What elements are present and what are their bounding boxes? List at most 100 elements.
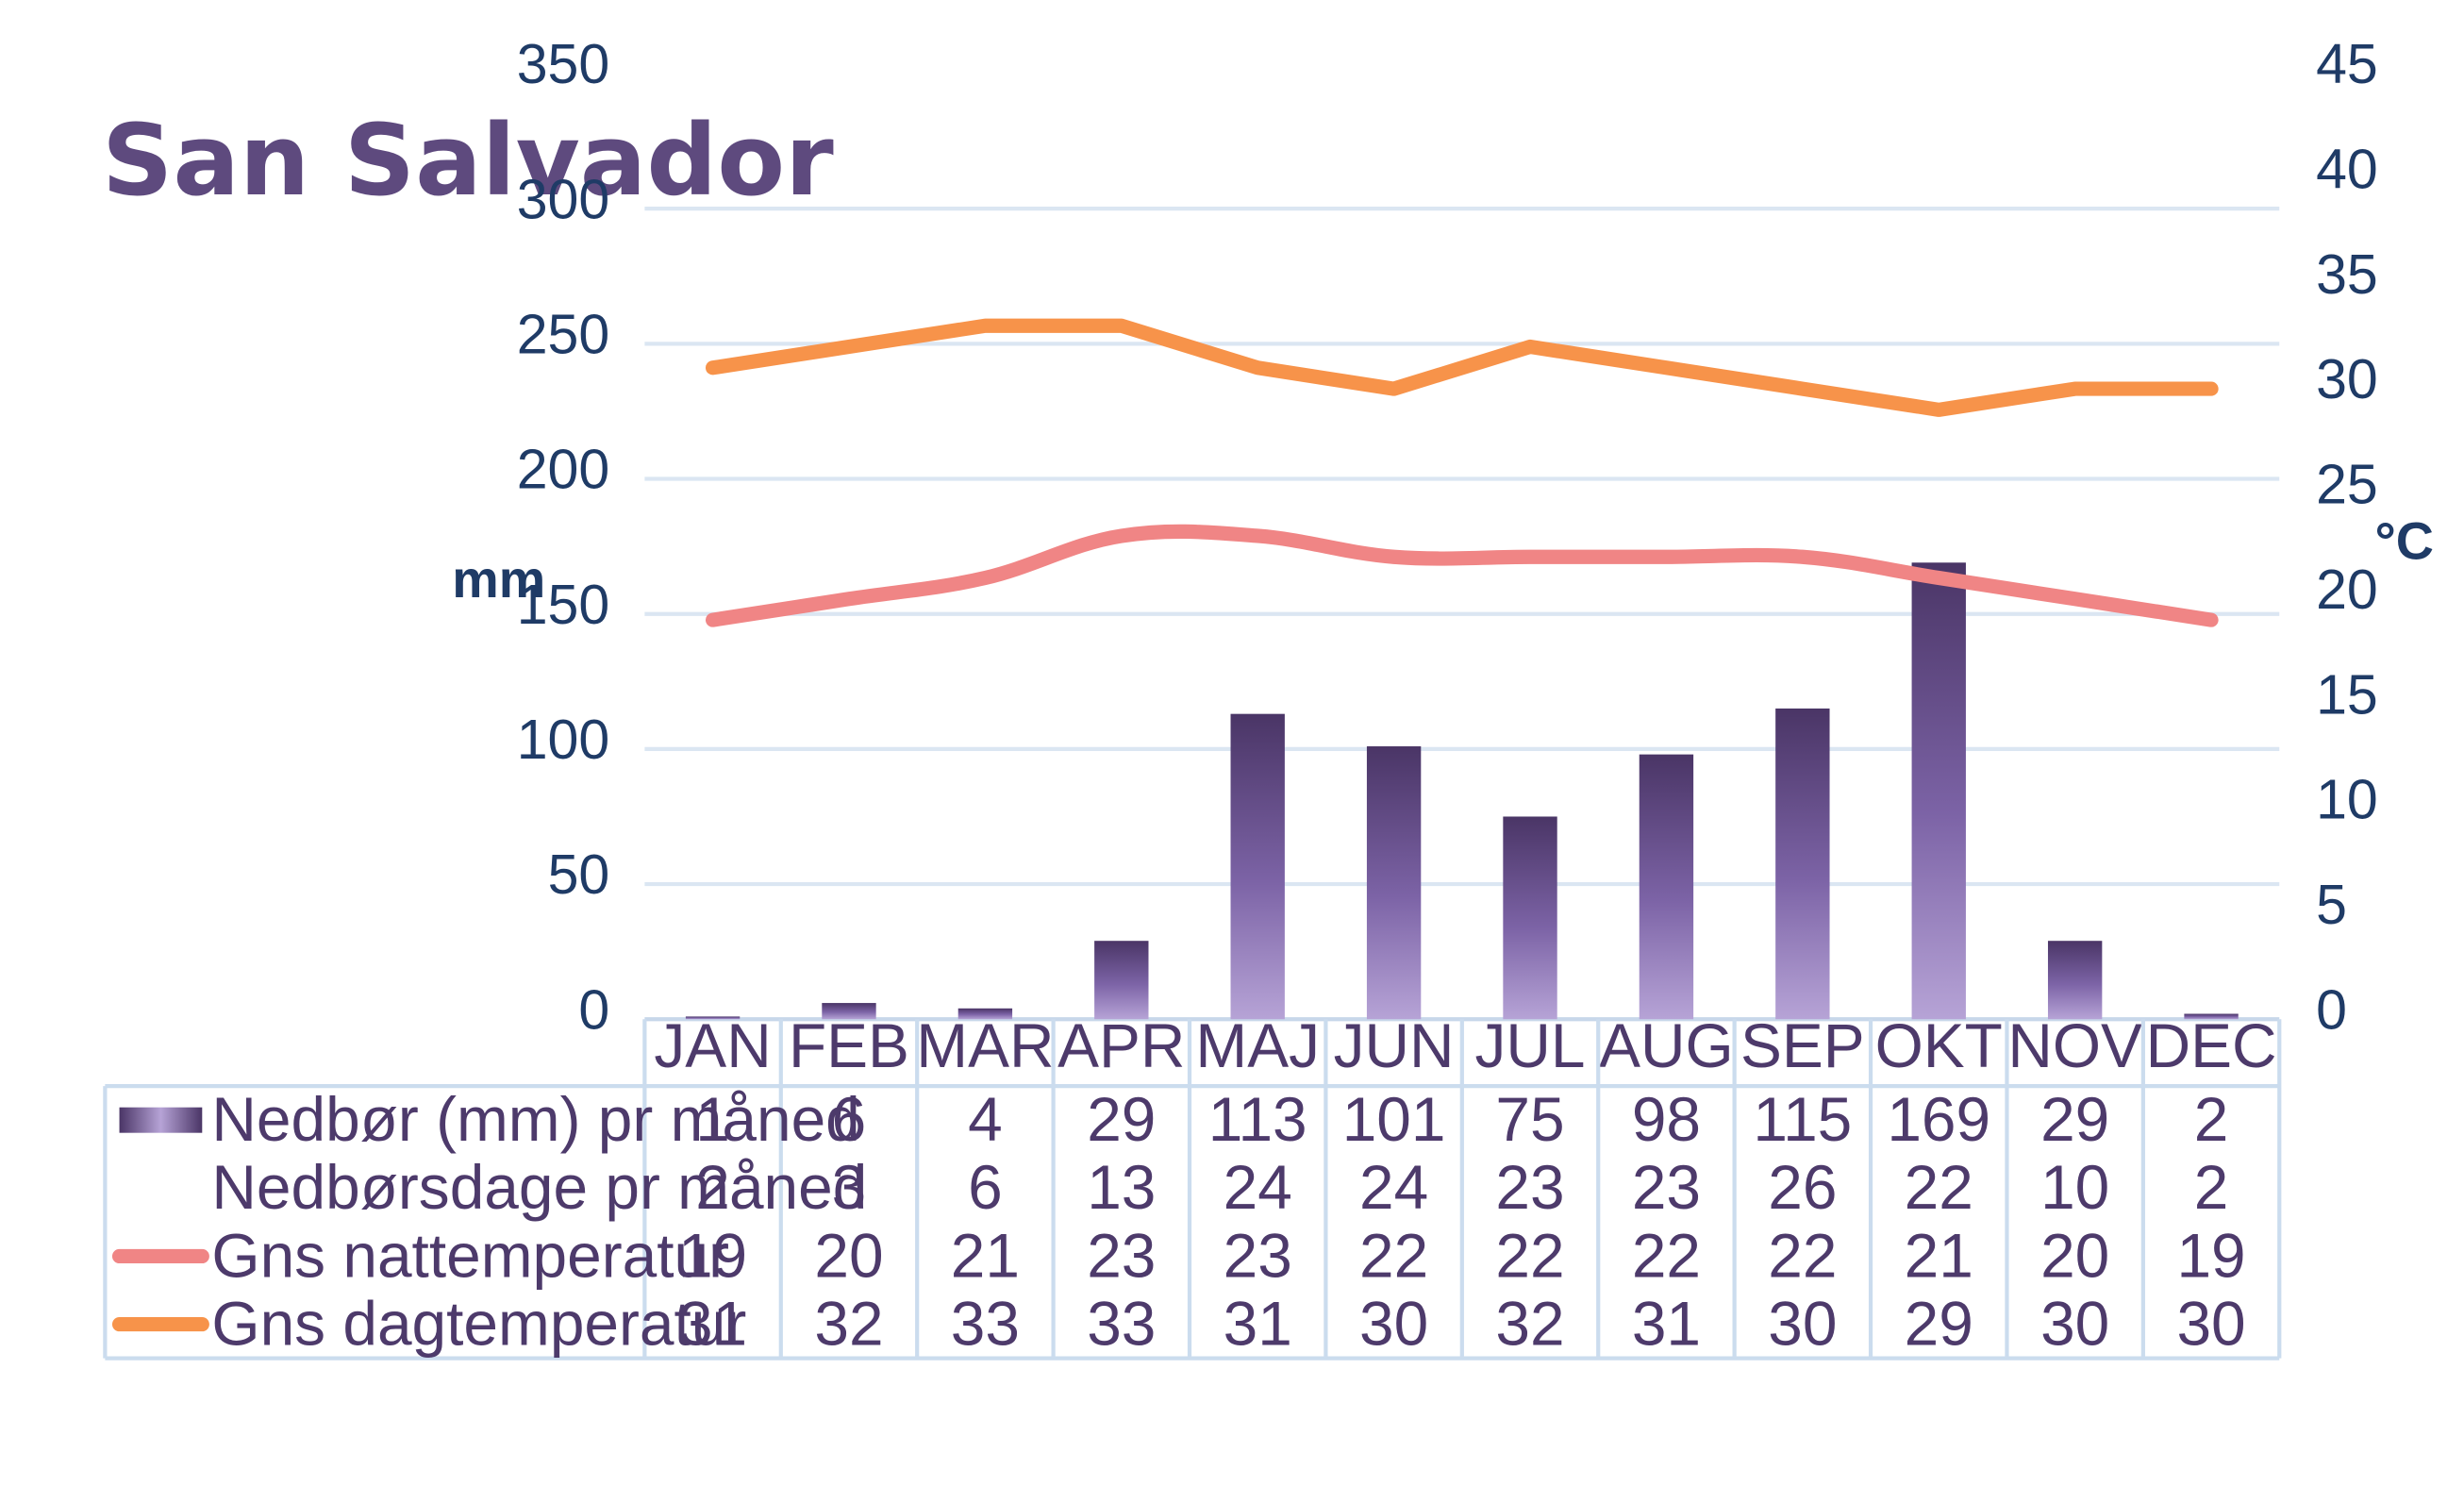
right-axis-ticks: 0 5 10 15 20 25 30 35 40 45 — [2316, 33, 2378, 1041]
table-row-label: Gns nattemperatur — [211, 1220, 729, 1290]
month-label: MAR — [916, 1010, 1054, 1080]
left-axis-label: mm — [452, 550, 545, 609]
table-cell: 10 — [2040, 1152, 2109, 1222]
month-label: FEB — [789, 1010, 909, 1080]
table-cell: 169 — [1887, 1084, 1990, 1154]
left-axis-ticks: 0 50 100 150 200 250 300 350 — [517, 33, 610, 1041]
table-cell: 13 — [1087, 1152, 1156, 1222]
right-tick-label: 10 — [2316, 769, 2378, 831]
month-label: JUN — [1334, 1010, 1455, 1080]
left-tick-label: 0 — [578, 978, 609, 1041]
right-tick-label: 30 — [2316, 348, 2378, 410]
table-cell: 21 — [1905, 1220, 1973, 1290]
gridlines — [644, 207, 2280, 1022]
table-cell: 1 — [695, 1084, 730, 1154]
table-cell: 30 — [2176, 1289, 2245, 1359]
table-cell: 22 — [1495, 1220, 1564, 1290]
table-cell: 23 — [1495, 1152, 1564, 1222]
legend-key-bar — [119, 1107, 203, 1133]
month-label: AUG — [1599, 1010, 1734, 1080]
table-cell: 30 — [2040, 1289, 2109, 1359]
month-label: DEC — [2146, 1010, 2277, 1080]
right-tick-label: 20 — [2316, 559, 2378, 621]
left-tick-label: 200 — [517, 439, 610, 501]
table-cell: 6 — [832, 1084, 867, 1154]
table-cell: 3 — [832, 1152, 867, 1222]
right-axis-label: °C — [2375, 512, 2434, 571]
precipitation-bar — [822, 1003, 876, 1020]
table-cell: 33 — [951, 1289, 1020, 1359]
left-tick-label: 50 — [548, 843, 610, 906]
table-cell: 113 — [1208, 1084, 1307, 1154]
table-cell: 2 — [695, 1152, 730, 1222]
left-tick-label: 100 — [517, 709, 610, 771]
left-tick-label: 350 — [517, 33, 610, 95]
table-cell: 30 — [1768, 1289, 1837, 1359]
table-cell: 20 — [814, 1220, 883, 1290]
table-cell: 31 — [678, 1289, 747, 1359]
table-cell: 4 — [968, 1084, 1003, 1154]
table-cell: 101 — [1342, 1084, 1446, 1154]
right-tick-label: 35 — [2316, 243, 2378, 306]
right-tick-label: 45 — [2316, 33, 2378, 95]
table-cell: 22 — [1359, 1220, 1428, 1290]
table-cell: 22 — [1905, 1152, 1973, 1222]
month-label: JUL — [1475, 1010, 1586, 1080]
table-cell: 29 — [1905, 1289, 1973, 1359]
precipitation-bar — [1503, 816, 1557, 1020]
table-cell: 22 — [1768, 1220, 1837, 1290]
table-cell: 22 — [1632, 1220, 1701, 1290]
precipitation-bars — [685, 562, 2239, 1020]
table-cell: 32 — [1495, 1289, 1564, 1359]
month-label: JAN — [654, 1010, 771, 1080]
table-row-label: Nedbør (mm) pr måned — [211, 1084, 859, 1154]
table-cell: 2 — [2194, 1084, 2229, 1154]
precipitation-bar — [1094, 941, 1149, 1020]
precipitation-bar — [2047, 941, 2103, 1020]
precipitation-bar — [2184, 1013, 2239, 1020]
table-cell: 2 — [2194, 1152, 2229, 1222]
month-label: APR — [1057, 1010, 1185, 1080]
left-tick-label: 300 — [517, 168, 610, 230]
right-tick-label: 40 — [2316, 138, 2378, 200]
right-tick-label: 5 — [2316, 874, 2347, 936]
month-label: NOV — [2007, 1010, 2142, 1080]
night-temperature-line — [705, 524, 2219, 627]
precipitation-bar — [1230, 713, 1285, 1020]
table-cell: 24 — [1359, 1152, 1428, 1222]
table-cell: 29 — [1087, 1084, 1156, 1154]
right-tick-label: 15 — [2316, 663, 2378, 726]
precipitation-bar — [1639, 754, 1694, 1020]
table-cell: 31 — [1224, 1289, 1292, 1359]
table-cell: 26 — [1768, 1152, 1837, 1222]
table-cell: 33 — [1087, 1289, 1156, 1359]
table-cell: 115 — [1753, 1084, 1852, 1154]
table-cell: 23 — [1087, 1220, 1156, 1290]
left-tick-label: 250 — [517, 303, 610, 365]
table-cell: 29 — [2040, 1084, 2109, 1154]
table-cell: 98 — [1632, 1084, 1701, 1154]
table-row-label: Gns dagtemperatur — [211, 1289, 746, 1359]
right-tick-label: 0 — [2316, 978, 2347, 1041]
month-label: SEP — [1740, 1010, 1865, 1080]
table-cell: 19 — [2176, 1220, 2245, 1290]
table-cell: 23 — [1224, 1220, 1292, 1290]
table-cell: 20 — [2040, 1220, 2109, 1290]
precipitation-bar — [685, 1016, 741, 1020]
left-tick-label: 150 — [517, 574, 610, 636]
temperature-lines — [705, 318, 2219, 627]
table-cell: 19 — [678, 1220, 747, 1290]
table-cell: 21 — [951, 1220, 1020, 1290]
table-cell: 32 — [814, 1289, 883, 1359]
month-label: MAJ — [1195, 1010, 1320, 1080]
data-table: JAN FEB MAR APR MAJ JUN JUL AUG SEP OKT NOV DEC Nedb… — [103, 1010, 2282, 1361]
precipitation-bar — [1366, 746, 1422, 1020]
table-cell: 23 — [1632, 1152, 1701, 1222]
precipitation-bar — [957, 1008, 1013, 1020]
month-label: OKT — [1875, 1010, 2003, 1080]
table-cell: 30 — [1359, 1289, 1428, 1359]
chart-title: San Salvador — [102, 103, 834, 218]
table-cell: 24 — [1224, 1152, 1292, 1222]
table-cell: 6 — [968, 1152, 1003, 1222]
